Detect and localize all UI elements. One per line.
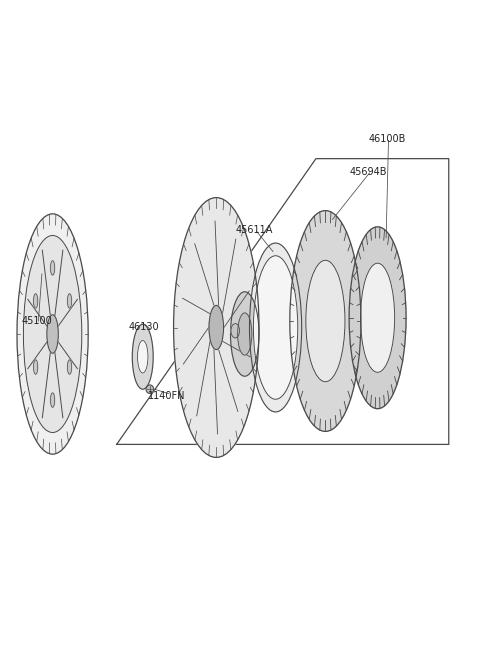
Ellipse shape xyxy=(34,360,38,374)
Ellipse shape xyxy=(17,214,88,454)
Ellipse shape xyxy=(349,227,406,409)
Ellipse shape xyxy=(146,385,154,394)
Ellipse shape xyxy=(290,211,361,432)
Text: 1140FN: 1140FN xyxy=(147,390,185,401)
Text: 46100B: 46100B xyxy=(368,134,406,144)
Ellipse shape xyxy=(34,293,38,308)
Ellipse shape xyxy=(174,198,259,457)
Ellipse shape xyxy=(47,315,58,353)
Ellipse shape xyxy=(50,393,55,407)
Ellipse shape xyxy=(137,341,148,373)
Ellipse shape xyxy=(67,360,72,374)
Ellipse shape xyxy=(360,263,395,372)
Ellipse shape xyxy=(50,261,55,275)
Ellipse shape xyxy=(67,293,72,308)
Ellipse shape xyxy=(306,260,345,382)
Ellipse shape xyxy=(209,305,224,350)
Ellipse shape xyxy=(230,291,259,376)
Ellipse shape xyxy=(250,243,301,412)
Text: 45694B: 45694B xyxy=(349,166,386,177)
Ellipse shape xyxy=(132,324,153,389)
Text: 45611A: 45611A xyxy=(235,225,273,235)
Ellipse shape xyxy=(231,324,240,338)
Text: 46130: 46130 xyxy=(129,322,159,333)
Ellipse shape xyxy=(253,255,298,400)
Ellipse shape xyxy=(238,313,252,355)
Text: 45100: 45100 xyxy=(22,316,52,326)
Ellipse shape xyxy=(24,236,82,432)
